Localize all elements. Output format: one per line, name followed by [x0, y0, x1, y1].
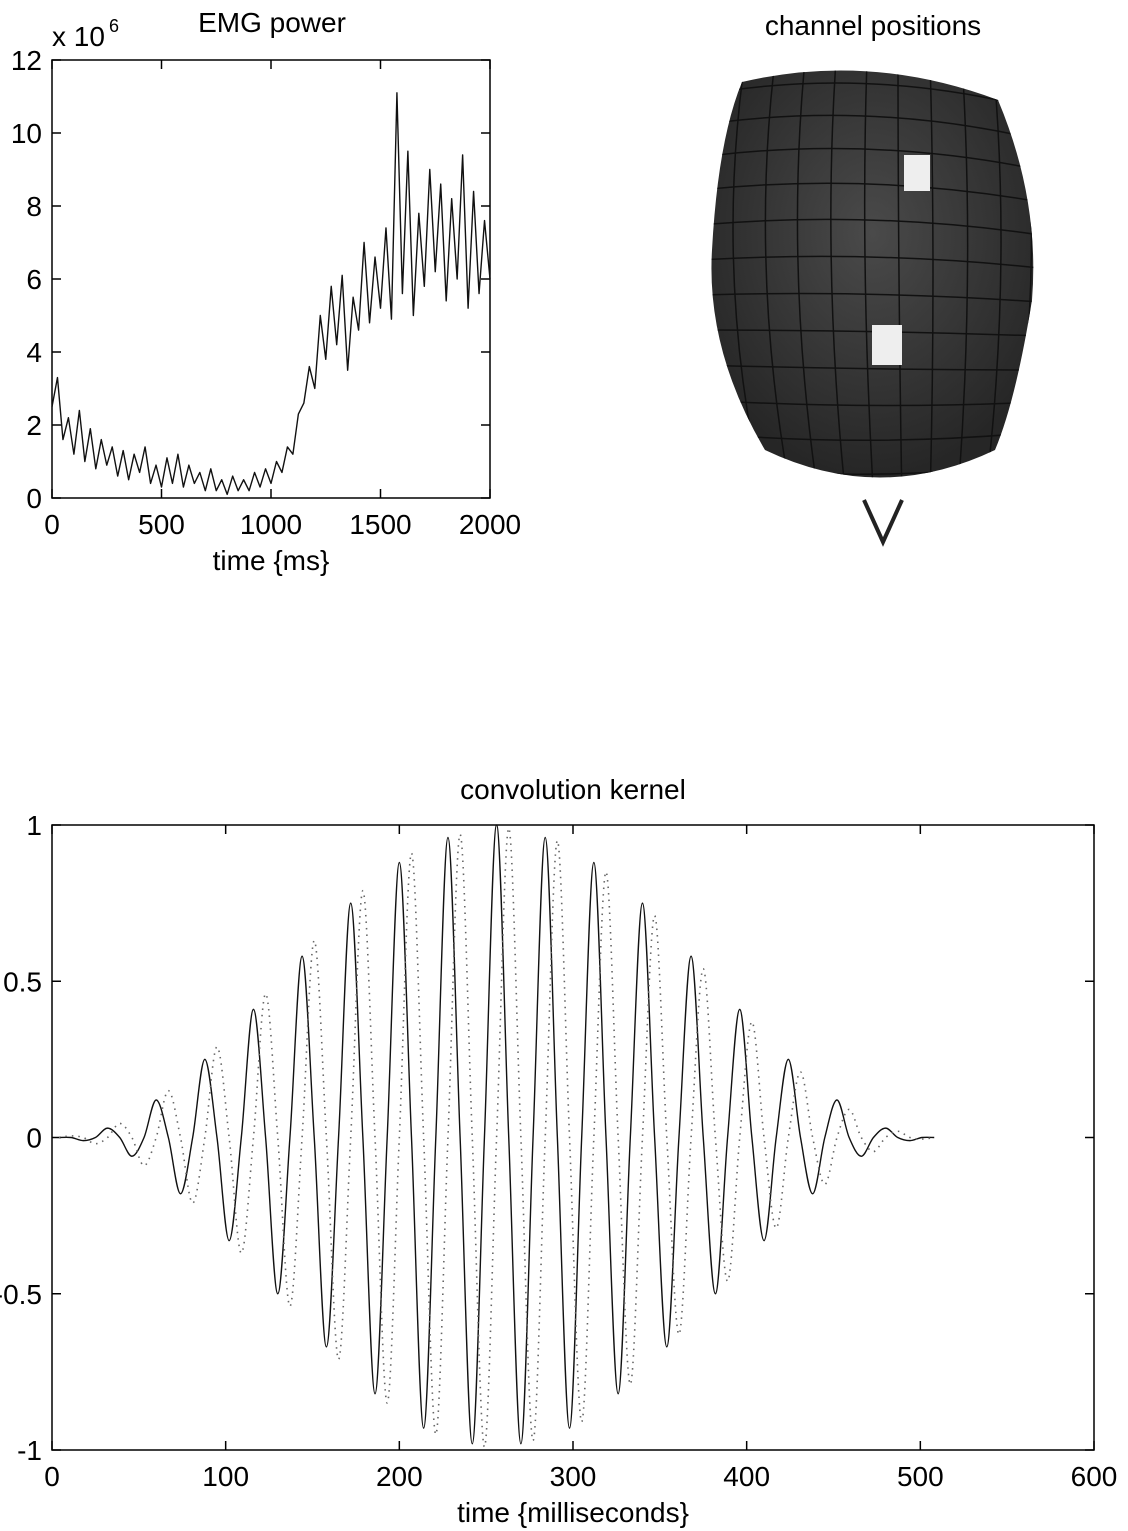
channel-marker: [872, 325, 902, 365]
y-tick-label: 4: [26, 337, 42, 368]
y-tick-label: 10: [11, 118, 42, 149]
x-axis-label: time {milliseconds}: [457, 1497, 689, 1528]
x-tick-label: 0: [44, 509, 60, 540]
x-tick-label: 100: [202, 1461, 249, 1492]
y-tick-label: 0.5: [3, 966, 42, 997]
x-tick-label: 600: [1071, 1461, 1118, 1492]
y-scale-exponent: 6: [109, 16, 119, 36]
nose-marker: [862, 499, 904, 547]
y-tick-label: 0: [26, 483, 42, 514]
channel-marker: [904, 155, 930, 191]
x-tick-label: 0: [44, 1461, 60, 1492]
x-tick-label: 300: [550, 1461, 597, 1492]
x-tick-label: 500: [897, 1461, 944, 1492]
y-tick-label: 1: [26, 810, 42, 841]
plot-frame: [51, 824, 1095, 1451]
y-tick-label: 6: [26, 264, 42, 295]
head-surface: [711, 70, 1034, 478]
chart-title: convolution kernel: [460, 774, 686, 805]
y-tick-label: 12: [11, 45, 42, 76]
data-line: [58, 824, 935, 1445]
head-model: [711, 70, 1034, 547]
y-tick-label: 2: [26, 410, 42, 441]
y-tick-label: 8: [26, 191, 42, 222]
y-tick-label: 0: [26, 1123, 42, 1154]
x-axis-label: time {ms}: [213, 545, 330, 576]
y-tick-label: -0.5: [0, 1279, 42, 1310]
y-tick-label: -1: [17, 1435, 42, 1466]
x-tick-label: 1500: [349, 509, 411, 540]
data-line: [58, 827, 935, 1448]
chart-title: channel positions: [765, 10, 981, 41]
chart-title: EMG power: [198, 7, 346, 38]
x-tick-label: 2000: [459, 509, 521, 540]
y-scale-label: x 10 6: [52, 16, 119, 52]
data-line: [51, 92, 491, 496]
x-tick-label: 400: [723, 1461, 770, 1492]
y-scale-base: x 10: [52, 21, 105, 52]
x-tick-label: 200: [376, 1461, 423, 1492]
x-tick-label: 500: [138, 509, 185, 540]
x-tick-label: 1000: [240, 509, 302, 540]
